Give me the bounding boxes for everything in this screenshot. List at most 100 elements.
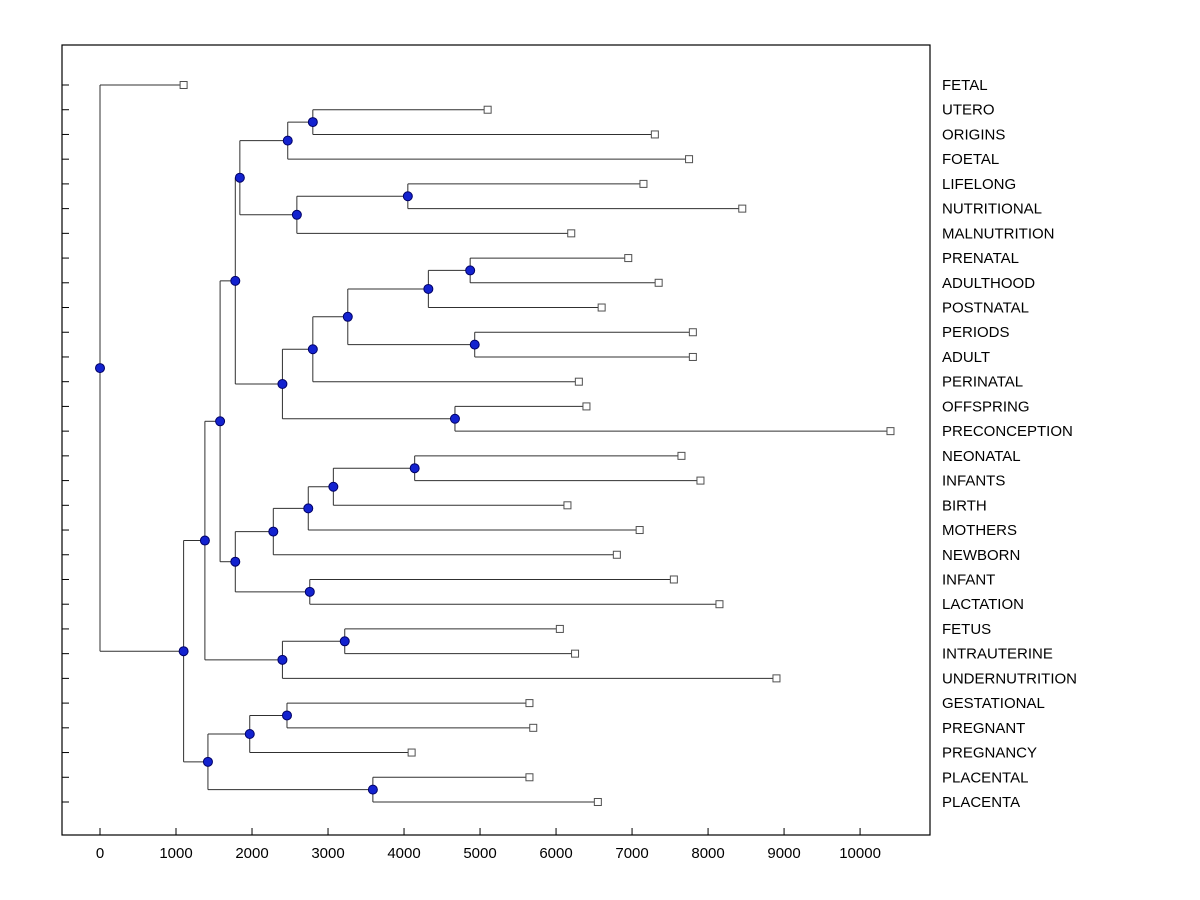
leaf-marker: [582, 402, 591, 411]
leaf-marker: [886, 427, 895, 436]
leaf-label: PREGNANCY: [942, 745, 1037, 762]
cluster-node-marker: [277, 379, 288, 390]
leaf-label: GESTATIONAL: [942, 695, 1045, 712]
leaf-label: FETAL: [942, 77, 988, 94]
cluster-node-marker: [469, 339, 480, 350]
leaf-marker: [597, 303, 606, 312]
x-tick-label: 3000: [311, 845, 344, 862]
x-tick-label: 7000: [615, 845, 648, 862]
leaf-label: MOTHERS: [942, 522, 1017, 539]
x-tick-label: 2000: [235, 845, 268, 862]
leaf-label: UNDERNUTRITION: [942, 670, 1077, 687]
leaf-marker: [715, 600, 724, 609]
cluster-node-marker: [367, 784, 378, 795]
leaf-label: ADULTHOOD: [942, 275, 1035, 292]
x-tick-label: 8000: [691, 845, 724, 862]
leaf-label: NEWBORN: [942, 547, 1020, 564]
cluster-node-marker: [342, 311, 353, 322]
cluster-node-marker: [215, 416, 226, 427]
leaf-marker: [635, 526, 644, 535]
leaf-marker: [696, 476, 705, 485]
leaf-marker: [571, 649, 580, 658]
cluster-node-marker: [95, 363, 106, 374]
cluster-node-marker: [465, 265, 476, 276]
leaf-marker: [525, 773, 534, 782]
cluster-node-marker: [409, 463, 420, 474]
leaf-marker: [525, 699, 534, 708]
leaf-marker: [529, 723, 538, 732]
leaf-marker: [574, 377, 583, 386]
cluster-node-marker: [303, 503, 314, 514]
cluster-node-marker: [230, 556, 241, 567]
leaf-label: ORIGINS: [942, 126, 1005, 143]
leaf-label: INFANTS: [942, 473, 1005, 490]
leaf-label: PREGNANT: [942, 720, 1025, 737]
leaf-label: FETUS: [942, 621, 991, 638]
leaf-marker: [639, 179, 648, 188]
cluster-node-marker: [268, 526, 279, 537]
leaf-label: FOETAL: [942, 151, 999, 168]
leaf-label: BIRTH: [942, 497, 987, 514]
leaf-label: LACTATION: [942, 596, 1024, 613]
leaf-label: PRENATAL: [942, 250, 1019, 267]
leaf-marker: [624, 254, 633, 263]
leaf-label: INFANT: [942, 571, 995, 588]
cluster-node-marker: [402, 191, 413, 202]
leaf-marker: [654, 278, 663, 287]
leaf-label: ADULT: [942, 349, 990, 366]
leaf-marker: [593, 797, 602, 806]
leaf-marker: [555, 624, 564, 633]
leaf-marker: [407, 748, 416, 757]
leaf-marker: [738, 204, 747, 213]
leaf-marker: [688, 352, 697, 361]
leaf-label: UTERO: [942, 102, 995, 119]
cluster-node-marker: [328, 481, 339, 492]
x-tick-label: 5000: [463, 845, 496, 862]
cluster-node-marker: [178, 646, 189, 657]
leaf-marker: [612, 550, 621, 559]
cluster-node-marker: [282, 135, 293, 146]
x-tick-label: 0: [96, 845, 104, 862]
leaf-label: OFFSPRING: [942, 398, 1030, 415]
leaf-label: POSTNATAL: [942, 300, 1029, 317]
cluster-node-marker: [423, 283, 434, 294]
cluster-node-marker: [304, 586, 315, 597]
x-tick-label: 1000: [159, 845, 192, 862]
cluster-node-marker: [307, 117, 318, 128]
leaf-label: NUTRITIONAL: [942, 201, 1042, 218]
leaf-marker: [563, 501, 572, 510]
leaf-marker: [483, 105, 492, 114]
leaf-marker: [669, 575, 678, 584]
leaf-label: PRECONCEPTION: [942, 423, 1073, 440]
cluster-node-marker: [291, 209, 302, 220]
leaf-marker: [567, 229, 576, 238]
x-tick-label: 6000: [539, 845, 572, 862]
leaf-label: MALNUTRITION: [942, 225, 1055, 242]
cluster-node-marker: [199, 535, 210, 546]
leaf-label: PERIODS: [942, 324, 1010, 341]
cluster-node-marker: [277, 654, 288, 665]
leaf-label: INTRAUTERINE: [942, 646, 1053, 663]
leaf-marker: [688, 328, 697, 337]
cluster-node-marker: [307, 344, 318, 355]
cluster-node-marker: [234, 172, 245, 183]
leaf-marker: [650, 130, 659, 139]
leaf-label: PLACENTAL: [942, 769, 1028, 786]
x-tick-label: 4000: [387, 845, 420, 862]
cluster-node-marker: [339, 636, 350, 647]
cluster-node-marker: [230, 275, 241, 286]
leaf-marker: [179, 81, 188, 89]
leaf-marker: [772, 674, 781, 683]
cluster-node-marker: [449, 413, 460, 424]
cluster-node-marker: [202, 756, 213, 767]
leaf-label: LIFELONG: [942, 176, 1016, 193]
leaf-marker: [677, 451, 686, 460]
x-tick-label: 9000: [767, 845, 800, 862]
x-tick-label: 10000: [839, 845, 881, 862]
leaf-label: PERINATAL: [942, 374, 1023, 391]
leaf-marker: [685, 155, 694, 164]
cluster-node-marker: [281, 710, 292, 721]
plot-box: [61, 44, 931, 836]
